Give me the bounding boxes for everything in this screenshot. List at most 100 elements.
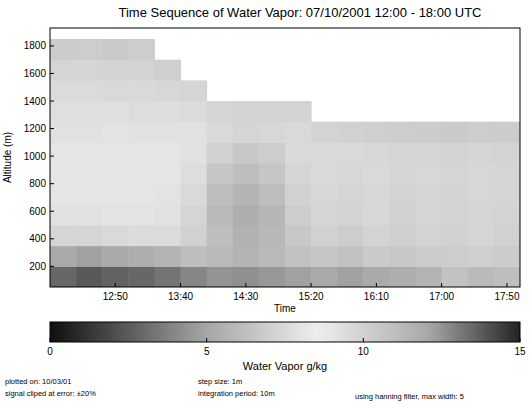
cell: [311, 204, 338, 225]
cell: [181, 246, 208, 267]
colorbar-label: Water Vapor g/kg: [243, 360, 327, 372]
cell: [128, 266, 155, 287]
cell: [128, 184, 155, 205]
cell: [311, 163, 338, 184]
cell: [128, 163, 155, 184]
cell: [128, 204, 155, 225]
cell: [181, 225, 208, 246]
cell: [76, 184, 103, 205]
y-tick-label: 800: [29, 178, 46, 189]
cell: [181, 142, 208, 163]
cell: [442, 184, 469, 205]
x-tick: [180, 283, 181, 287]
cell: [50, 266, 77, 287]
cell: [337, 184, 364, 205]
cell: [442, 142, 469, 163]
cell: [285, 122, 312, 143]
cell: [363, 225, 390, 246]
cell: [468, 122, 495, 143]
cell: [389, 142, 416, 163]
cell: [50, 101, 77, 122]
cell: [416, 122, 443, 143]
cell: [233, 266, 260, 287]
cell: [50, 80, 77, 101]
x-tick-label: 15:20: [299, 291, 324, 302]
cell: [468, 142, 495, 163]
cell: [337, 142, 364, 163]
cell: [128, 246, 155, 267]
x-tick-label: 13:40: [168, 291, 193, 302]
cell: [233, 101, 260, 122]
cell: [494, 266, 520, 287]
cell: [363, 163, 390, 184]
x-tick-label: 16:10: [364, 291, 389, 302]
cell: [494, 225, 520, 246]
cell: [233, 246, 260, 267]
cell: [128, 122, 155, 143]
cell: [337, 204, 364, 225]
cell: [50, 60, 77, 81]
cell: [311, 246, 338, 267]
cell: [285, 142, 312, 163]
cell: [102, 39, 129, 60]
y-tick-label: 1200: [24, 123, 47, 134]
cell: [50, 163, 77, 184]
cell: [207, 246, 234, 267]
cell: [207, 225, 234, 246]
cell: [50, 246, 77, 267]
cell: [207, 122, 234, 143]
cell: [102, 163, 129, 184]
plot-bg: [50, 28, 520, 287]
cell: [181, 163, 208, 184]
cell: [102, 122, 129, 143]
cell: [154, 80, 181, 101]
cell: [311, 184, 338, 205]
annotation: integration period: 10m: [198, 389, 275, 398]
cell: [259, 163, 286, 184]
cell: [337, 225, 364, 246]
y-tick-label: 600: [29, 206, 46, 217]
cell: [102, 142, 129, 163]
cell: [128, 80, 155, 101]
x-axis-label: Time: [274, 303, 296, 314]
cell: [442, 204, 469, 225]
annotation: plotted on: 10/03/01: [5, 377, 71, 386]
cell: [76, 80, 103, 101]
cell: [259, 122, 286, 143]
y-tick: [50, 45, 54, 46]
cell: [389, 266, 416, 287]
cell: [285, 163, 312, 184]
cell: [181, 184, 208, 205]
cell: [494, 142, 520, 163]
cell: [76, 246, 103, 267]
cell: [207, 142, 234, 163]
cell: [285, 225, 312, 246]
cb-tick: [50, 338, 51, 342]
cell: [76, 266, 103, 287]
cell: [181, 80, 208, 101]
cell: [76, 122, 103, 143]
cell: [389, 246, 416, 267]
y-tick: [50, 183, 54, 184]
cell: [207, 101, 234, 122]
cell: [76, 204, 103, 225]
y-axis-label: Altitude (m): [2, 132, 13, 183]
cell: [102, 101, 129, 122]
cell: [337, 246, 364, 267]
cell: [494, 204, 520, 225]
y-tick: [50, 128, 54, 129]
cell: [154, 246, 181, 267]
cell: [207, 163, 234, 184]
y-tick: [50, 266, 54, 267]
cell: [102, 204, 129, 225]
cell: [50, 184, 77, 205]
y-tick-label: 1800: [24, 40, 47, 51]
cell: [416, 246, 443, 267]
cb-tick: [206, 338, 207, 342]
cb-tick-label: 15: [514, 346, 526, 357]
cell: [468, 246, 495, 267]
cell: [363, 204, 390, 225]
cell: [442, 266, 469, 287]
cell: [311, 225, 338, 246]
cell: [102, 184, 129, 205]
